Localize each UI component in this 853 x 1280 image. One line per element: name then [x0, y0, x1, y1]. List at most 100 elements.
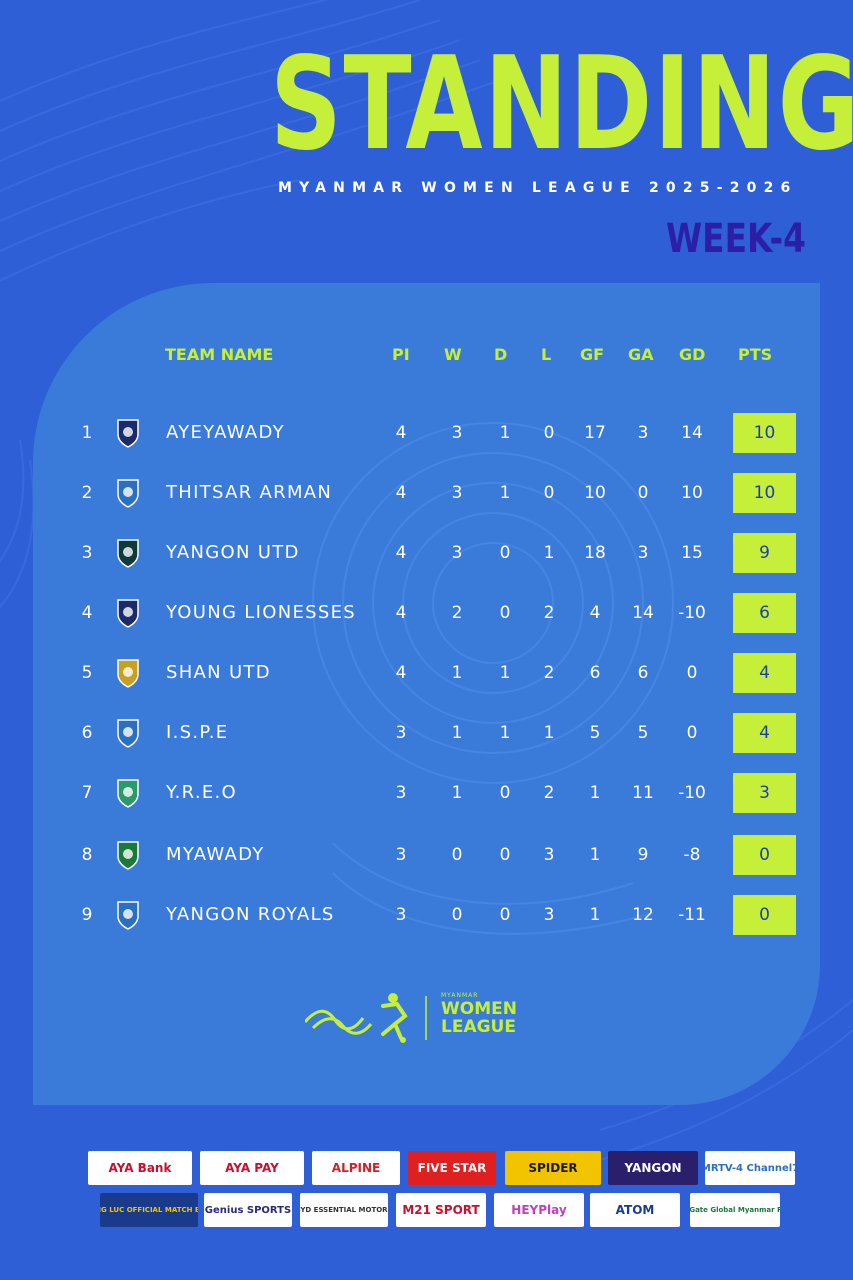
team-crest-icon [117, 539, 139, 568]
league-subtitle: MYANMAR WOMEN LEAGUE 2025-2026 [278, 180, 798, 196]
league-logo-text: WOMEN LEAGUE [441, 1000, 517, 1036]
team-name: YOUNG LIONESSES [166, 602, 356, 623]
stat-gf: 1 [589, 783, 601, 803]
stat-d: 0 [499, 543, 511, 563]
stat-l: 1 [543, 723, 555, 743]
stat-gf: 6 [589, 663, 601, 683]
stat-ga: 6 [637, 663, 649, 683]
panel-swirl-lines [312, 422, 674, 935]
rank-number: 7 [81, 783, 93, 803]
stat-pl: 3 [395, 783, 407, 803]
team-name: THITSAR ARMAN [166, 482, 333, 503]
stat-pl: 3 [395, 905, 407, 925]
stat-l: 2 [543, 663, 555, 683]
stat-d: 1 [499, 483, 511, 503]
points-badge: 9 [733, 533, 796, 573]
stat-ga: 11 [632, 783, 654, 803]
rank-number: 9 [81, 905, 93, 925]
stat-gf: 1 [589, 845, 601, 865]
stat-ga: 12 [632, 905, 654, 925]
team-name: YANGON ROYALS [166, 904, 335, 925]
week-label: WEEK-4 [666, 216, 807, 262]
header-gd: GD [679, 345, 706, 364]
header-pts: PTS [738, 345, 773, 364]
table-row: 5 SHAN UTD 4 1 1 2 6 6 0 4 [0, 651, 853, 695]
points-badge: 4 [733, 653, 796, 693]
team-crest-icon [117, 901, 139, 930]
stat-l: 0 [543, 483, 555, 503]
stat-d: 0 [499, 845, 511, 865]
stat-ga: 0 [637, 483, 649, 503]
rank-number: 2 [81, 483, 93, 503]
stat-gd: -8 [683, 845, 701, 865]
stat-gd: 10 [681, 483, 703, 503]
stat-w: 3 [451, 483, 463, 503]
rank-number: 1 [81, 423, 93, 443]
team-crest-icon [117, 719, 139, 748]
stat-w: 1 [451, 663, 463, 683]
stat-gf: 4 [589, 603, 601, 623]
stat-gf: 10 [584, 483, 606, 503]
team-crest-icon [117, 419, 139, 448]
stat-l: 0 [543, 423, 555, 443]
team-name: AYEYAWADY [166, 422, 285, 443]
stat-pl: 4 [395, 483, 407, 503]
stat-gf: 1 [589, 905, 601, 925]
stat-pl: 3 [395, 723, 407, 743]
points-badge: 0 [733, 895, 796, 935]
stat-gd: -10 [678, 603, 706, 623]
stat-l: 3 [543, 905, 555, 925]
stat-gf: 17 [584, 423, 606, 443]
stat-gd: 15 [681, 543, 703, 563]
page-title: STANDING [270, 30, 853, 179]
rank-number: 6 [81, 723, 93, 743]
stat-pl: 4 [395, 423, 407, 443]
sponsor-logo: ALPINE [312, 1151, 400, 1185]
stat-ga: 9 [637, 845, 649, 865]
stat-l: 3 [543, 845, 555, 865]
stat-w: 1 [451, 783, 463, 803]
sponsor-logo: AYA PAY [200, 1151, 304, 1185]
league-logo-line1: WOMEN [441, 999, 517, 1019]
rank-number: 5 [81, 663, 93, 683]
stat-pl: 3 [395, 845, 407, 865]
stat-ga: 14 [632, 603, 654, 623]
stat-pl: 4 [395, 603, 407, 623]
sponsor-logo: AYA Bank [88, 1151, 192, 1185]
table-row: 9 YANGON ROYALS 3 0 0 3 1 12 -11 0 [0, 893, 853, 937]
header-w: W [444, 345, 462, 364]
table-row: 4 YOUNG LIONESSES 4 2 0 2 4 14 -10 6 [0, 591, 853, 635]
sponsor-logo: BYD ESSENTIAL MOTORS [300, 1193, 388, 1227]
rank-number: 4 [81, 603, 93, 623]
table-row: 6 I.S.P.E 3 1 1 1 5 5 0 4 [0, 711, 853, 755]
stat-ga: 3 [637, 543, 649, 563]
stat-d: 1 [499, 663, 511, 683]
team-crest-icon [117, 779, 139, 808]
sponsor-logo: Golden Gate Global Myanmar Pte. Ltd. [690, 1193, 780, 1227]
sponsor-logo: MRTV-4 Channel7 [705, 1151, 795, 1185]
stat-d: 0 [499, 905, 511, 925]
stat-l: 1 [543, 543, 555, 563]
points-badge: 0 [733, 835, 796, 875]
stat-d: 1 [499, 723, 511, 743]
stat-gd: -11 [678, 905, 706, 925]
stat-l: 2 [543, 603, 555, 623]
rank-number: 8 [81, 845, 93, 865]
team-name: Y.R.E.O [166, 782, 238, 803]
header-pl: PI [392, 345, 410, 364]
header-team-name: TEAM NAME [165, 345, 274, 364]
header-l: L [541, 345, 552, 364]
stat-d: 0 [499, 783, 511, 803]
table-row: 2 THITSAR ARMAN 4 3 1 0 10 0 10 10 [0, 471, 853, 515]
stat-gd: -10 [678, 783, 706, 803]
women-league-logo [305, 993, 427, 1043]
points-badge: 6 [733, 593, 796, 633]
stat-gf: 18 [584, 543, 606, 563]
stat-w: 2 [451, 603, 463, 623]
stat-ga: 3 [637, 423, 649, 443]
table-row: 3 YANGON UTD 4 3 0 1 18 3 15 9 [0, 531, 853, 575]
sponsor-logo: DONG LUC OFFICIAL MATCH BALL [100, 1193, 198, 1227]
table-row: 8 MYAWADY 3 0 0 3 1 9 -8 0 [0, 833, 853, 877]
stat-gd: 14 [681, 423, 703, 443]
stat-w: 0 [451, 845, 463, 865]
